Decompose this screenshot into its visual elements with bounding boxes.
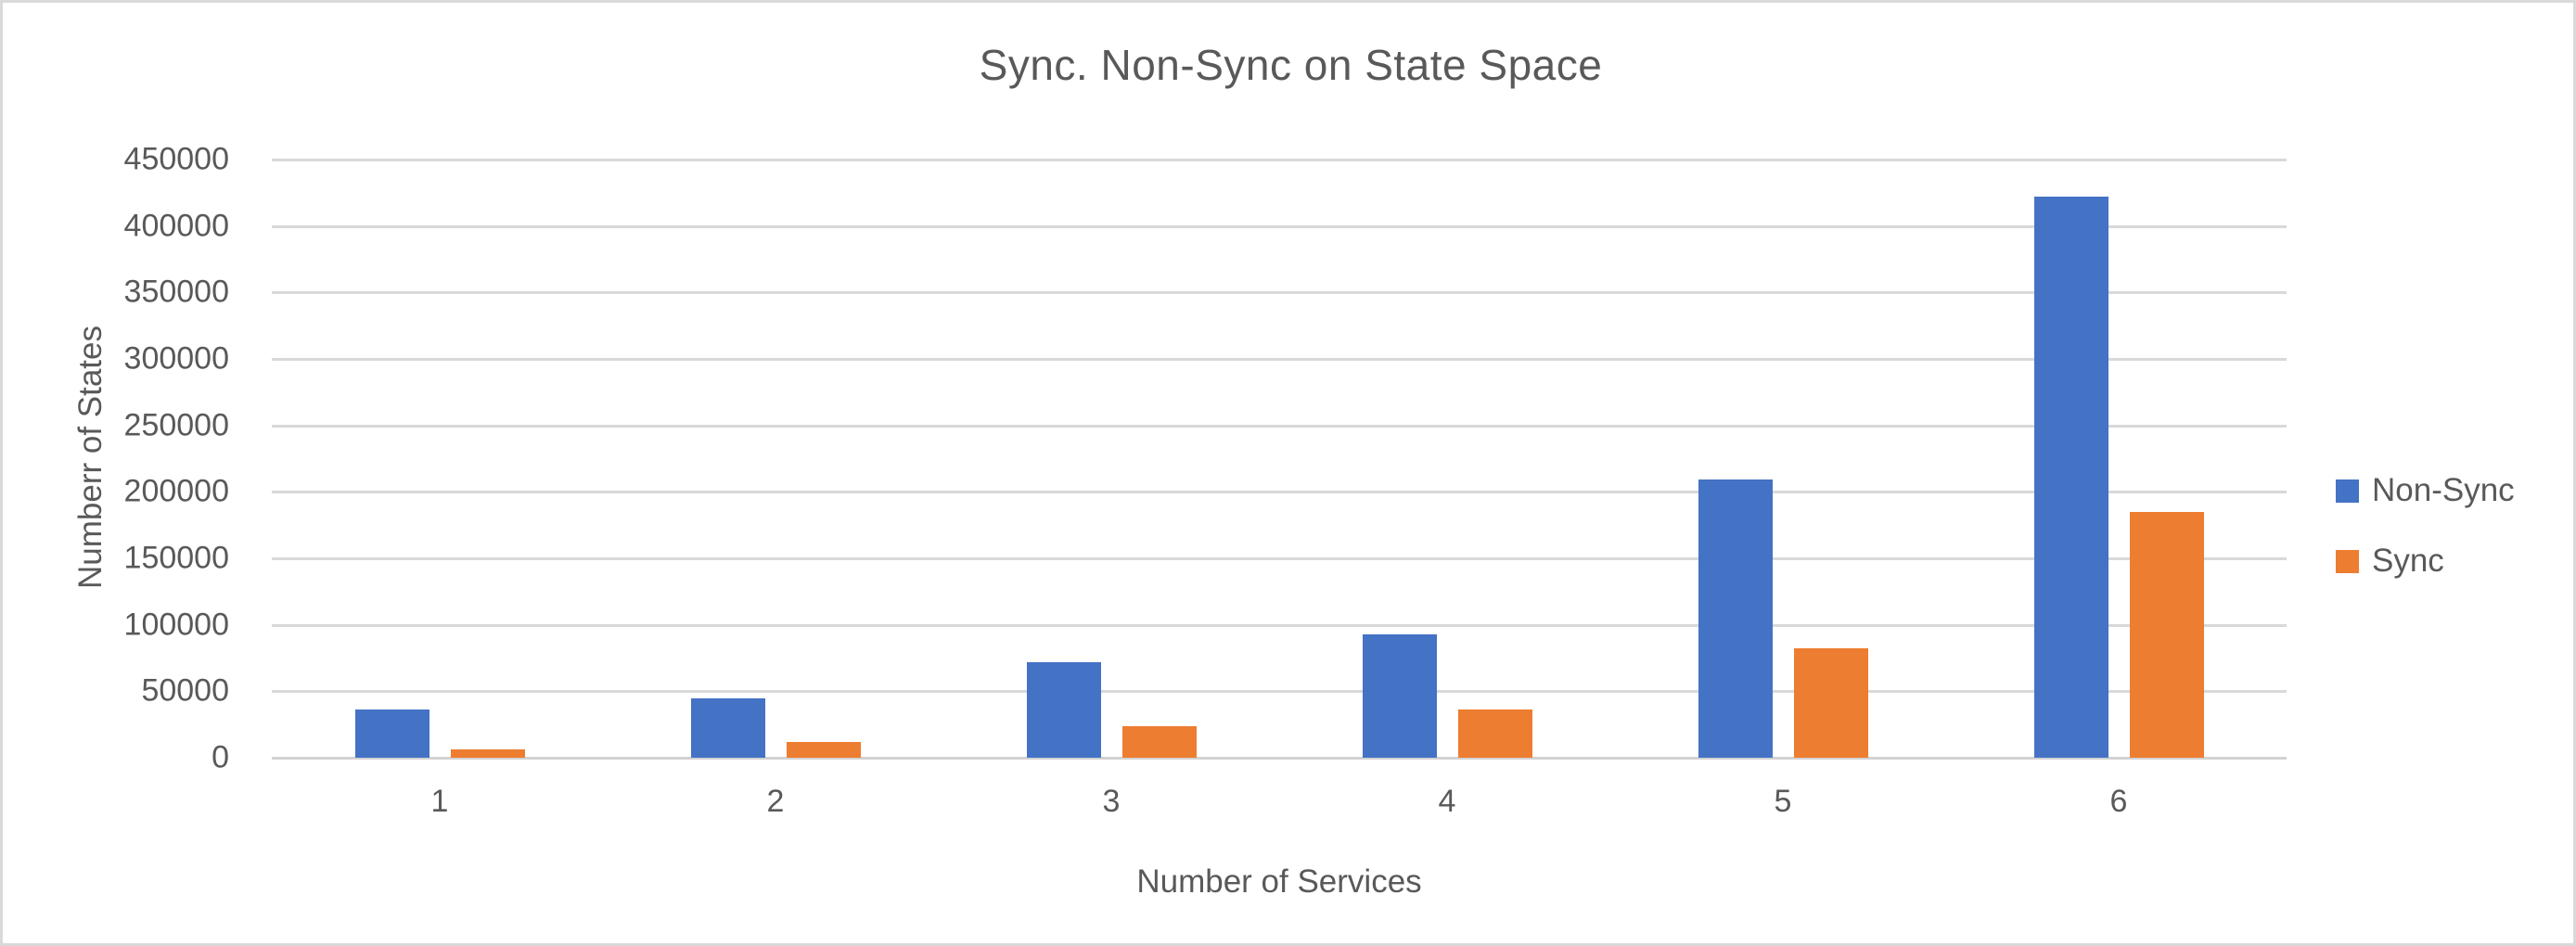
x-tick-label-4: 4 [1438, 784, 1456, 819]
legend: Non-Sync Sync [2336, 469, 2515, 610]
gridline-50000 [272, 690, 2287, 694]
x-tick-label-1: 1 [430, 784, 449, 819]
legend-label: Sync [2372, 543, 2444, 579]
legend-item-sync: Sync [2336, 540, 2515, 582]
legend-item-non-sync: Non-Sync [2336, 469, 2515, 512]
x-tick-label-6: 6 [2109, 784, 2128, 819]
bar-non-sync-services-3 [1026, 661, 1101, 758]
x-axis-title: Number of Services [1136, 863, 1422, 900]
x-tick-label-3: 3 [1102, 784, 1121, 819]
y-axis-title: Numberr of States [72, 326, 109, 589]
y-tick-label: 100000 [123, 607, 229, 643]
bar-non-sync-services-2 [690, 697, 765, 758]
gridline-350000 [272, 291, 2287, 295]
gridline-150000 [272, 557, 2287, 560]
y-tick-label: 50000 [141, 672, 229, 709]
legend-marker-icon [2336, 479, 2359, 503]
gridline-200000 [272, 491, 2287, 494]
bar-non-sync-services-5 [1698, 479, 1773, 758]
y-tick-label: 400000 [123, 208, 229, 244]
gridline-300000 [272, 358, 2287, 361]
legend-label: Non-Sync [2372, 472, 2515, 508]
bar-sync-services-6 [2129, 511, 2204, 758]
gridline-250000 [272, 424, 2287, 428]
bar-non-sync-services-4 [1362, 633, 1437, 758]
x-tick-label-2: 2 [766, 784, 785, 819]
bar-sync-services-5 [1793, 648, 1868, 758]
y-tick-label: 150000 [123, 540, 229, 576]
bar-sync-services-3 [1121, 725, 1197, 758]
y-tick-label: 450000 [123, 141, 229, 177]
bar-sync-services-4 [1457, 710, 1532, 758]
y-tick-label: 250000 [123, 407, 229, 443]
chart-title: Sync. Non-Sync on State Space [979, 41, 1603, 89]
gridline-450000 [272, 159, 2287, 161]
plot-area [272, 159, 2287, 760]
y-tick-label: 300000 [123, 340, 229, 377]
bar-sync-services-1 [450, 749, 525, 758]
gridline-100000 [272, 623, 2287, 627]
legend-marker-icon [2336, 549, 2359, 573]
gridline-400000 [272, 224, 2287, 228]
x-axis-line [272, 757, 2287, 760]
bar-sync-services-2 [786, 741, 861, 758]
y-tick-label: 200000 [123, 473, 229, 509]
bar-non-sync-services-1 [354, 710, 429, 758]
bar-non-sync-services-6 [2033, 197, 2108, 758]
y-tick-label: 350000 [123, 274, 229, 310]
x-tick-label-5: 5 [1774, 784, 1792, 819]
y-tick-label: 0 [211, 739, 229, 775]
